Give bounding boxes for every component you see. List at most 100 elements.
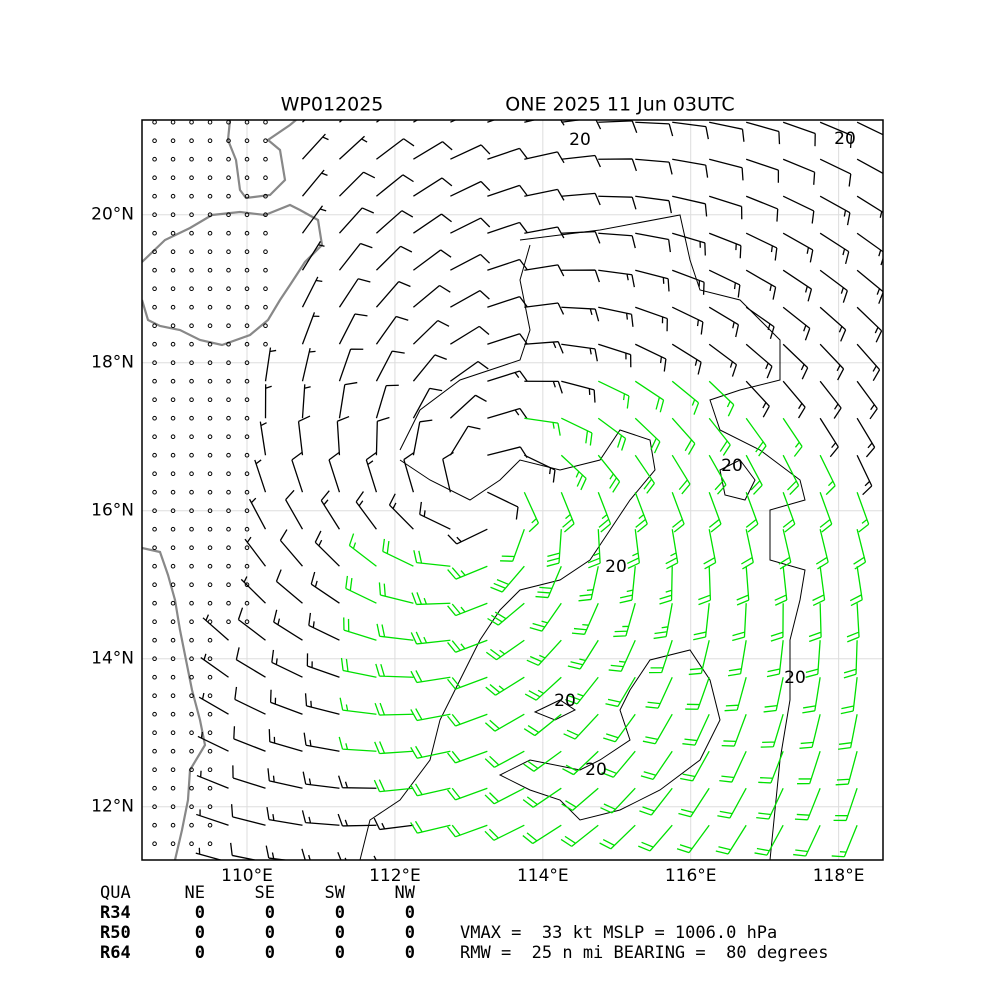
wind-barb (273, 609, 303, 641)
calm-dot (189, 748, 194, 754)
calm-dot (152, 526, 157, 532)
calm-dot (207, 397, 213, 403)
wind-barb (708, 232, 742, 259)
wind-barb (605, 676, 636, 708)
lat-tick-label: 14°N (91, 649, 134, 669)
wind-barb (805, 640, 821, 678)
wind-barb (793, 824, 821, 857)
calm-dot (207, 804, 213, 810)
wind-barb (232, 765, 266, 789)
wind-barb (693, 603, 710, 641)
wind-barb (291, 451, 304, 493)
wind-barb (745, 454, 763, 495)
wind-barb (770, 603, 784, 642)
wind-barb (708, 269, 741, 298)
wind-barb (838, 714, 858, 750)
calm-dot (189, 360, 194, 366)
wind-barb (840, 677, 858, 715)
lat-tick-label: 18°N (91, 353, 134, 373)
contour-label: 20 (784, 668, 806, 688)
table-cell: 0 (195, 943, 205, 963)
calm-dot (170, 526, 176, 532)
wind-barb (264, 347, 277, 382)
wind-barb (230, 804, 266, 826)
wind-barb (374, 702, 414, 716)
table-header: QUA (100, 883, 131, 903)
wind-barb (524, 188, 565, 201)
calm-dot (170, 415, 176, 421)
calm-dot (170, 230, 176, 236)
wind-barb (375, 210, 414, 234)
wind-barb (529, 602, 562, 632)
calm-dot (207, 341, 213, 347)
wind-barb (303, 732, 340, 752)
calm-dot (263, 156, 268, 162)
calm-dot (244, 397, 250, 403)
calm-dot (189, 600, 194, 606)
wind-barb (760, 714, 784, 748)
wind-barb (766, 640, 784, 678)
wind-barb (412, 319, 450, 345)
calm-dot (170, 841, 176, 847)
wind-barb (524, 676, 562, 701)
wind-barb (523, 491, 540, 533)
calm-dot (189, 341, 194, 347)
wind-barb (856, 417, 876, 458)
wind-barb (301, 810, 340, 826)
calm-dot (170, 637, 176, 643)
wind-barb (846, 603, 860, 643)
wind-barb (672, 232, 706, 256)
wind-barb (833, 788, 858, 822)
wind-barb (671, 343, 702, 375)
calm-dot (170, 323, 176, 329)
wind-barb (268, 729, 303, 752)
calm-dot (189, 323, 194, 329)
calm-dot (244, 545, 250, 551)
calm-dot (207, 360, 213, 366)
wind-barb (338, 242, 373, 271)
wind-barb (301, 276, 323, 308)
wind-barb (782, 491, 796, 533)
wind-barb (638, 824, 673, 852)
calm-dot (226, 397, 231, 403)
wind-barb (523, 750, 562, 772)
calm-dot (226, 156, 231, 162)
wind-barb (301, 312, 320, 345)
wind-barb (812, 566, 826, 607)
calm-dot (170, 545, 176, 551)
wind-barb (410, 820, 451, 834)
wind-barb (561, 269, 600, 283)
calm-dot (189, 545, 194, 551)
wind-barb (698, 566, 712, 606)
wind-barb (297, 415, 311, 456)
calm-dot (207, 452, 213, 458)
calm-dot (226, 138, 231, 144)
wind-barb (819, 121, 853, 149)
calm-dot (170, 378, 176, 384)
calm-dot (244, 267, 250, 273)
table-header: NW (395, 883, 416, 903)
wind-barb (447, 602, 488, 617)
wind-barb (450, 144, 491, 160)
wind-barb (411, 592, 451, 606)
contour (498, 649, 721, 821)
wind-barb (600, 787, 636, 814)
table-cell: 0 (195, 923, 205, 943)
wind-barb (500, 528, 525, 562)
wind-barb (653, 603, 673, 640)
calm-dot (226, 267, 231, 273)
wind-barb (819, 417, 839, 458)
calm-dot (152, 286, 157, 292)
calm-dot (207, 545, 213, 551)
table-cell: R64 (100, 943, 131, 963)
wind-barb (484, 713, 525, 732)
wind-barb (447, 528, 488, 545)
wind-barb (450, 180, 491, 197)
wind-barb (671, 417, 696, 455)
wind-barb (490, 565, 525, 593)
calm-dot (170, 249, 176, 255)
wind-barb (348, 533, 377, 567)
calm-dot (244, 156, 250, 162)
wind-barb (598, 232, 636, 249)
calm-dot (207, 600, 213, 606)
